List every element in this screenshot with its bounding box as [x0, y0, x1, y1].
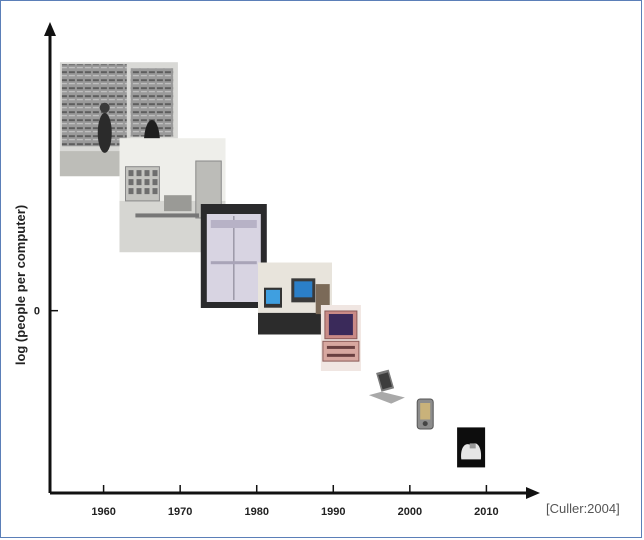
x-tick-label: 1960: [91, 506, 115, 518]
pda-icon: [416, 398, 434, 430]
hand-device-icon: [457, 427, 486, 468]
desktop-pc-icon: [320, 305, 361, 371]
cabinet-computer-icon: [200, 204, 267, 308]
x-tick-label: 1990: [321, 506, 345, 518]
citation-text: [Culler:2004]: [546, 501, 620, 516]
computer-photos: [59, 62, 486, 468]
x-ticks: 1960 1970 1980 1990 2000 2010: [91, 485, 499, 518]
x-tick-label: 1980: [244, 506, 268, 518]
x-axis-arrow: [526, 487, 540, 499]
x-tick-label: 2000: [398, 506, 422, 518]
x-tick-label: 2010: [474, 506, 498, 518]
y-axis-arrow: [44, 22, 56, 36]
laptop-icon: [368, 369, 405, 404]
y-tick-label: 0: [34, 306, 40, 318]
workstation-icon: [258, 262, 332, 335]
y-axis-label: log (people per computer): [13, 205, 28, 365]
y-ticks: 0: [34, 306, 58, 318]
x-tick-label: 1970: [168, 506, 192, 518]
